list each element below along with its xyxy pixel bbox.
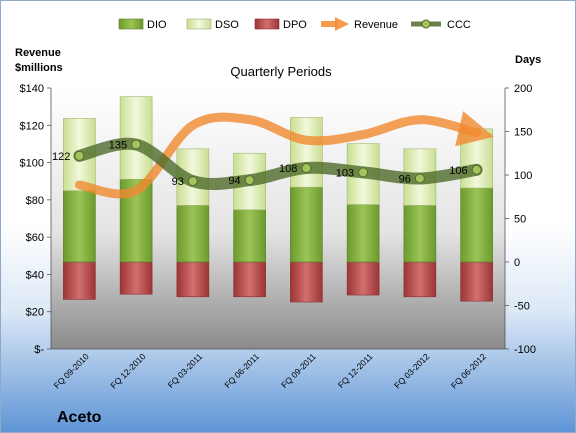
dso-bar bbox=[119, 96, 153, 180]
legend-label-ccc: CCC bbox=[447, 19, 471, 31]
left-tick-label: $- bbox=[34, 344, 44, 356]
dpo-bar bbox=[119, 261, 153, 295]
left-axis: $140 $120 $100 $80 $60 $40 $20 $- bbox=[20, 83, 52, 356]
left-axis-title-line-2: $millions bbox=[15, 62, 63, 74]
right-tick-label: -100 bbox=[514, 344, 536, 356]
dio-bar bbox=[346, 204, 380, 263]
revenue-series bbox=[74, 111, 495, 199]
ccc-data-label: 135 bbox=[109, 140, 127, 152]
legend-label-revenue: Revenue bbox=[354, 19, 398, 31]
ccc-point bbox=[244, 175, 255, 186]
ccc-data-label: 122 bbox=[52, 151, 70, 163]
left-tick-label: $120 bbox=[20, 120, 44, 132]
dio-bar bbox=[233, 209, 266, 263]
company-name: Aceto bbox=[57, 409, 102, 426]
ccc-point bbox=[131, 139, 142, 150]
ccc-point bbox=[358, 167, 369, 178]
dio-bar bbox=[403, 205, 437, 263]
x-tick-label: FQ 12-2011 bbox=[336, 351, 375, 390]
legend-swatch-dso bbox=[186, 18, 212, 30]
right-axis: 200 150 100 50 0 -50 -100 bbox=[504, 83, 536, 356]
left-tick-label: $100 bbox=[20, 158, 44, 170]
ccc-point bbox=[74, 150, 85, 161]
ccc-point bbox=[471, 164, 482, 175]
ccc-point bbox=[301, 163, 312, 174]
right-tick-label: 200 bbox=[514, 83, 532, 95]
legend-arrow-icon bbox=[335, 17, 349, 31]
legend-label-dio: DIO bbox=[147, 19, 167, 31]
dio-bar bbox=[290, 186, 323, 263]
dso-bar bbox=[290, 117, 323, 188]
left-tick-label: $60 bbox=[26, 232, 44, 244]
legend-label-dso: DSO bbox=[215, 19, 239, 31]
dio-bar bbox=[63, 190, 96, 263]
left-tick-label: $20 bbox=[26, 307, 44, 319]
revenue-line bbox=[74, 111, 495, 199]
left-axis-title-line-1: Revenue bbox=[15, 47, 61, 59]
legend-marker-ccc bbox=[421, 19, 431, 29]
ccc-data-label: 93 bbox=[172, 176, 184, 188]
dso-bar bbox=[460, 128, 493, 189]
legend: DIO DSO DPO Revenue CCC bbox=[118, 17, 471, 31]
right-tick-label: 50 bbox=[514, 214, 526, 226]
ccc-data-label: 94 bbox=[228, 175, 240, 187]
dpo-bar bbox=[233, 261, 266, 298]
x-tick-label: FQ 09-2010 bbox=[52, 351, 91, 390]
ccc-data-label: 103 bbox=[336, 167, 354, 179]
x-tick-label: FQ 03-2012 bbox=[392, 351, 431, 390]
right-tick-label: 100 bbox=[514, 170, 532, 182]
x-tick-label: FQ 09-2011 bbox=[279, 351, 318, 390]
x-tick-label: FQ 12-2010 bbox=[108, 351, 147, 390]
x-axis: FQ 09-2010 FQ 12-2010 FQ 03-2011 FQ 06-2011… bbox=[51, 348, 505, 390]
dpo-bar bbox=[460, 261, 493, 302]
x-tick-label: FQ 03-2011 bbox=[166, 351, 205, 390]
legend-label-dpo: DPO bbox=[283, 19, 307, 31]
left-tick-label: $40 bbox=[26, 269, 44, 281]
legend-item-ccc: CCC bbox=[411, 19, 471, 31]
left-tick-label: $80 bbox=[26, 195, 44, 207]
ccc-data-label: 108 bbox=[279, 163, 297, 175]
right-tick-label: 150 bbox=[514, 127, 532, 139]
legend-item-revenue: Revenue bbox=[321, 17, 398, 31]
dpo-bar bbox=[63, 261, 96, 300]
dpo-bar bbox=[176, 261, 210, 298]
x-tick-label: FQ 06-2011 bbox=[222, 351, 261, 390]
dpo-bar bbox=[290, 261, 323, 303]
chart-title: Quarterly Periods bbox=[230, 64, 332, 79]
ccc-point bbox=[414, 173, 425, 184]
dio-bar bbox=[460, 187, 493, 263]
left-tick-label: $140 bbox=[20, 83, 44, 95]
x-tick-label: FQ 06-2012 bbox=[449, 351, 488, 390]
right-tick-label: 0 bbox=[514, 257, 520, 269]
legend-swatch-dpo bbox=[254, 18, 280, 30]
legend-item-dso: DSO bbox=[186, 18, 239, 31]
right-tick-label: -50 bbox=[514, 301, 530, 313]
ccc-data-label: 96 bbox=[399, 173, 411, 185]
ccc-data-label: 106 bbox=[449, 165, 467, 177]
dpo-bar bbox=[403, 261, 437, 298]
ccc-series: 122 135 93 94 108 103 96 106 bbox=[52, 137, 483, 190]
legend-item-dio: DIO bbox=[118, 18, 167, 31]
ccc-line bbox=[73, 137, 483, 190]
dpo-bar bbox=[346, 261, 380, 296]
dio-bar bbox=[176, 205, 210, 263]
legend-swatch-dio bbox=[118, 18, 144, 30]
legend-item-dpo: DPO bbox=[254, 18, 307, 31]
right-axis-title: Days bbox=[515, 54, 541, 66]
ccc-point bbox=[187, 176, 198, 187]
